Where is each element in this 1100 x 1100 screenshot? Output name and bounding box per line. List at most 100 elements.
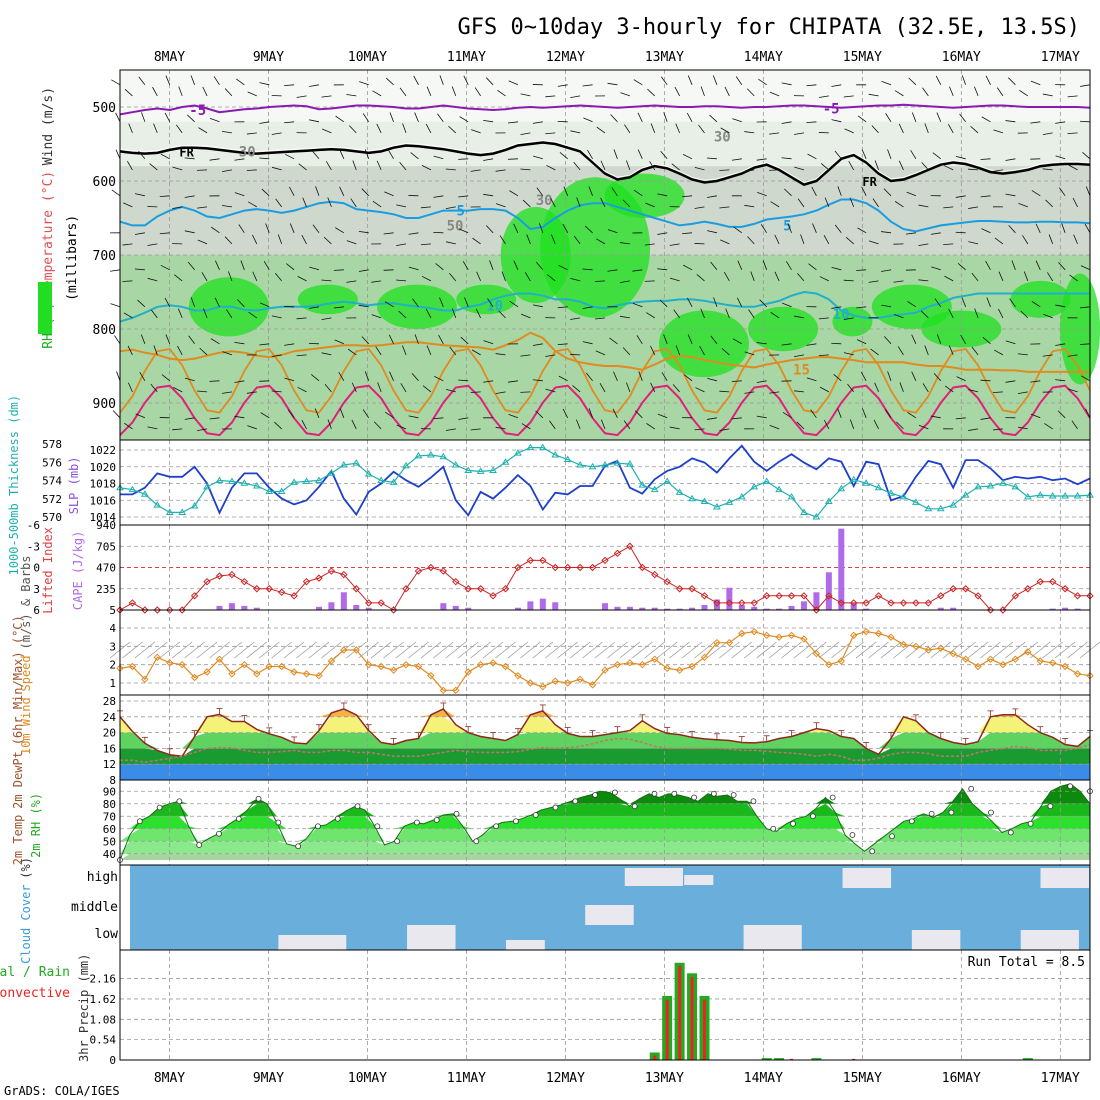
wind-barb [1067, 132, 1078, 135]
lifted-index-marker [638, 563, 647, 572]
wind-barb [843, 352, 854, 356]
wind-barb [458, 195, 469, 198]
wind-barb [535, 410, 544, 419]
axis-label-group: 2m RH (%) [29, 793, 43, 858]
wind-barb [612, 408, 618, 418]
wind-barb [625, 160, 631, 171]
wind-barb [274, 421, 282, 430]
wind-barb [930, 415, 941, 419]
cape-bar [713, 599, 720, 610]
wind-barb [845, 236, 854, 245]
contour-line-FR-inner [119, 139, 1091, 183]
axis-label: Temperature (°C) [41, 171, 56, 296]
wind-barb [757, 191, 767, 197]
wind-speed-line [119, 631, 1091, 691]
wind-barb [806, 343, 817, 346]
wind-speed-marker [837, 657, 845, 665]
lifted-index-marker [340, 570, 348, 579]
wind-barb [687, 75, 693, 85]
thickness-marker [228, 477, 236, 484]
wind-barb [114, 335, 121, 345]
thickness-marker [775, 485, 783, 493]
wind-barb [1008, 77, 1016, 86]
x-tick-label-bottom: 11MAY [447, 1071, 486, 1086]
wind-barb [346, 240, 357, 245]
wind-barb [960, 334, 966, 344]
wind-barb [260, 412, 270, 419]
wind-barb [1031, 301, 1041, 308]
lifted-index-marker [850, 599, 858, 607]
wind-speed-marker [961, 655, 970, 663]
wind-barb-10m [209, 641, 230, 659]
precip-convective-bar [690, 977, 694, 1060]
wind-barb [284, 84, 295, 87]
wind-barb [994, 349, 1004, 356]
lifted-index-marker [327, 567, 336, 575]
rh-band [120, 841, 1090, 854]
thickness-marker [215, 476, 224, 483]
wind-barb [1067, 354, 1078, 357]
rh-marker [889, 833, 895, 840]
wind-speed-marker [352, 646, 360, 654]
precip-convective-bar [702, 999, 706, 1060]
wind-barb [1067, 95, 1078, 98]
wind-barb [782, 302, 792, 308]
wind-barb [750, 271, 755, 282]
wind-barb [499, 235, 506, 245]
rh-blob [658, 310, 749, 378]
lifted-index-marker [999, 606, 1007, 614]
wind-barb [762, 260, 768, 270]
y-tick-label: 0 [109, 1054, 116, 1067]
lifted-index-marker [1011, 592, 1020, 600]
rh-marker [790, 820, 796, 827]
wind-barb [533, 155, 543, 160]
wind-barb [160, 153, 170, 160]
wind-barb [1017, 169, 1028, 172]
thickness-marker [352, 459, 361, 466]
wind-barb [1080, 306, 1091, 309]
wind-barb [408, 232, 419, 235]
wind-barb [464, 297, 469, 307]
wind-barb [127, 345, 133, 356]
wind-speed-marker [688, 662, 696, 671]
wind-barb [582, 341, 593, 345]
cloud-clear-patch [407, 925, 456, 950]
wind-barb [309, 306, 320, 309]
thickness-marker [290, 478, 298, 485]
axis-label: (6hr Min/Max) (°C) [11, 615, 25, 745]
wind-barb [557, 84, 568, 87]
wind-barb [284, 377, 295, 382]
wind-barb [744, 351, 755, 356]
wind-barb [222, 351, 233, 356]
wind-barb [562, 223, 569, 233]
lifted-index-marker [402, 585, 410, 593]
wind-barb [944, 165, 954, 171]
wind-barb [706, 195, 717, 198]
wind-barb [922, 383, 929, 393]
thickness-marker [688, 494, 696, 502]
wind-speed-marker [887, 633, 895, 641]
wind-barb [944, 385, 954, 393]
wind-barb [271, 390, 282, 393]
lifted-index-marker [576, 563, 584, 572]
wind-barb [495, 353, 506, 356]
wind-barb [135, 413, 146, 419]
wind-barb [487, 298, 494, 308]
wind-barb [462, 260, 469, 271]
contour-label: 15 [793, 363, 810, 379]
wind-barb [837, 186, 842, 196]
rh-marker [572, 798, 579, 805]
wind-barb [234, 192, 245, 197]
wind-barb [910, 150, 917, 160]
wind-barb [994, 237, 1004, 245]
wind-barb [483, 193, 494, 197]
wind-speed-marker [1061, 662, 1069, 671]
wind-barb [696, 274, 705, 282]
wind-speed-marker [974, 662, 982, 671]
wind-barb [134, 268, 145, 271]
wind-barb [908, 77, 917, 86]
wind-barb [135, 193, 145, 197]
wind-barb [694, 166, 705, 171]
wind-barb [165, 75, 171, 85]
wind-barb [433, 155, 444, 160]
